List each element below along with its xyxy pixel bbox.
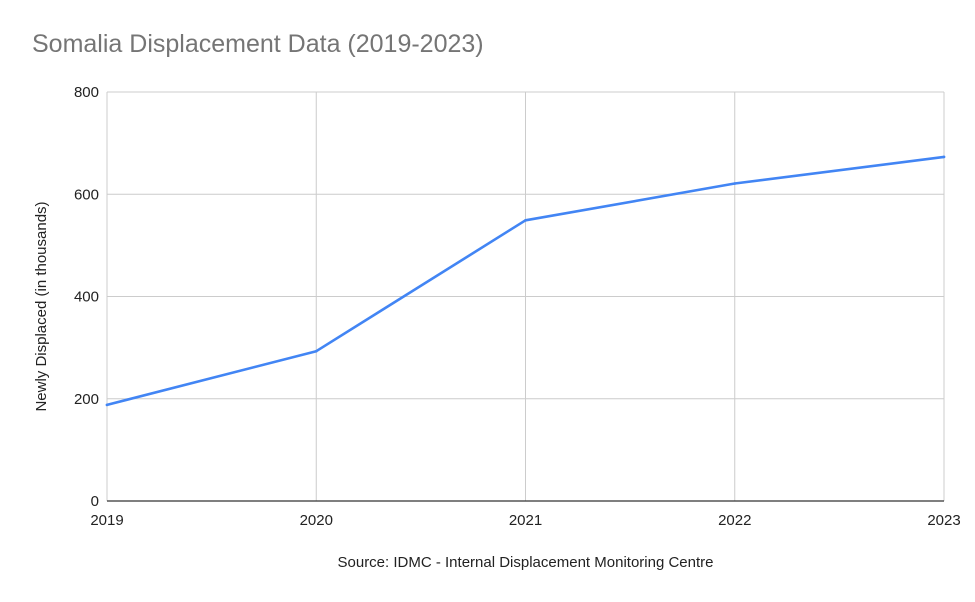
chart-title: Somalia Displacement Data (2019-2023) [32, 30, 484, 58]
y-tick-label: 0 [91, 493, 99, 510]
data-point [733, 182, 737, 185]
x-axis-title: Source: IDMC - Internal Displacement Mon… [338, 554, 714, 571]
x-tick-label: 2022 [718, 512, 751, 529]
series-group [105, 155, 946, 407]
data-point [524, 219, 527, 222]
x-tick-labels: 2019 2020 2021 2022 2023 [90, 512, 960, 529]
x-tick-label: 2023 [927, 512, 960, 529]
y-tick-label: 400 [74, 289, 99, 306]
x-tick-label: 2021 [509, 512, 542, 529]
y-tick-labels: 0 200 400 600 800 [74, 84, 99, 510]
x-tick-label: 2019 [90, 512, 123, 529]
data-point [942, 155, 946, 159]
horizontal-gridlines [107, 91, 944, 400]
data-point [105, 403, 109, 407]
y-tick-label: 800 [74, 84, 99, 101]
x-tick-label: 2020 [300, 512, 333, 529]
y-tick-label: 200 [74, 391, 99, 408]
data-point [314, 349, 318, 353]
y-tick-label: 600 [74, 186, 99, 203]
y-axis-title: Newly Displaced (in thousands) [33, 201, 50, 411]
